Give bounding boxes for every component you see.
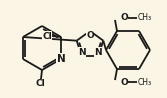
Text: N: N	[57, 54, 65, 64]
Text: Cl: Cl	[35, 79, 45, 88]
Text: O: O	[120, 78, 128, 87]
Text: O: O	[120, 13, 128, 22]
Text: Cl: Cl	[42, 31, 52, 40]
Text: CH₃: CH₃	[138, 78, 152, 87]
Text: O: O	[86, 30, 94, 39]
Text: N: N	[94, 48, 102, 57]
Text: N: N	[78, 48, 86, 57]
Text: CH₃: CH₃	[138, 13, 152, 22]
